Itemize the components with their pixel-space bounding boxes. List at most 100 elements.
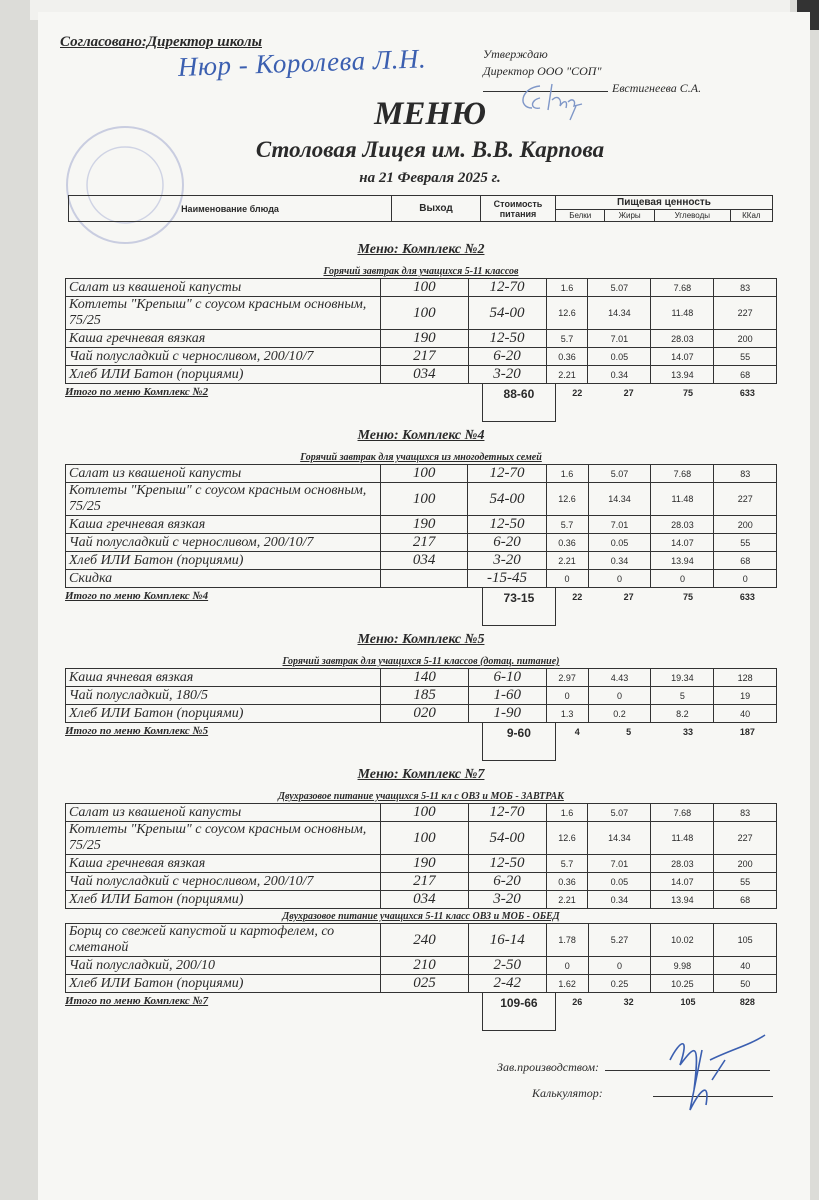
dish-name: Чай полусладкий с черносливом, 200/10/7 xyxy=(64,872,382,891)
dish-fat: 0 xyxy=(587,686,652,705)
dish-protein: 1.78 xyxy=(545,923,589,957)
dish-fat: 0.05 xyxy=(587,872,652,891)
dish-cost: 6-20 xyxy=(467,347,547,366)
dish-output: 190 xyxy=(379,515,469,534)
dish-kcal: 200 xyxy=(713,854,777,873)
dish-carbs: 11.48 xyxy=(650,296,715,330)
dish-kcal: 68 xyxy=(713,365,777,384)
dish-protein: 2.21 xyxy=(545,551,589,570)
agreed-label: Согласовано:Директор школы xyxy=(60,34,262,50)
dish-output: 240 xyxy=(380,923,469,957)
section-title: Меню: Комплекс №7 xyxy=(357,767,485,782)
dish-carbs: 7.68 xyxy=(650,464,715,483)
dish-output: 217 xyxy=(379,533,469,552)
dish-kcal: 227 xyxy=(713,482,777,516)
dish-kcal: 68 xyxy=(713,551,777,570)
dish-name: Чай полусладкий с черносливом, 200/10/7 xyxy=(65,533,381,552)
dish-fat: 14.34 xyxy=(587,482,652,516)
dish-protein: 1.6 xyxy=(545,278,589,297)
dish-protein: 1.6 xyxy=(545,464,589,483)
dish-protein: 0 xyxy=(545,956,589,975)
total-protein: 4 xyxy=(574,727,580,737)
dish-kcal: 105 xyxy=(713,923,777,957)
dish-name: Хлеб ИЛИ Батон (порциями) xyxy=(65,551,381,570)
canteen-name: Столовая Лицея им. В.В. Карпова xyxy=(255,137,605,162)
dish-carbs: 5 xyxy=(650,686,715,705)
dish-carbs: 11.48 xyxy=(650,821,715,855)
dish-output: 100 xyxy=(379,482,469,516)
dish-kcal: 83 xyxy=(713,464,777,483)
approval-block: Утверждаю Директор ООО "СОП" Евстигнеева… xyxy=(483,46,701,97)
dish-kcal: 68 xyxy=(713,890,777,909)
dish-protein: 12.6 xyxy=(545,296,589,330)
table-row: Салат из квашеной капусты 100 12-70 1.6 5.07… xyxy=(64,803,777,822)
total-label: Итого по меню Комплекс №4 xyxy=(65,590,209,602)
dish-carbs: 7.68 xyxy=(650,278,715,297)
dish-output: 034 xyxy=(379,551,469,570)
dish-output: 100 xyxy=(380,296,469,330)
dish-fat: 0.05 xyxy=(587,347,652,366)
dish-name: Салат из квашеной капусты xyxy=(65,464,381,483)
dish-name: Скидка xyxy=(65,569,381,588)
section-total: Итого по меню Комплекс №5 9-60 4 5 33 187 xyxy=(65,723,777,761)
dish-carbs: 19.34 xyxy=(650,668,715,687)
dish-fat: 0 xyxy=(587,956,652,975)
dish-cost: 12-70 xyxy=(467,803,547,822)
dish-table: Салат из квашеной капусты 100 12-70 1.6 5.07… xyxy=(65,464,777,588)
dish-protein: 2.21 xyxy=(545,365,589,384)
dish-cost: 2-42 xyxy=(467,974,547,993)
dish-table: Салат из квашеной капусты 100 12-70 1.6 5.07… xyxy=(64,803,777,909)
table-row: Чай полусладкий с черносливом, 200/10/7 2… xyxy=(64,347,777,366)
dish-name: Чай полусладкий с черносливом, 200/10/7 xyxy=(64,347,382,366)
table-row: Хлеб ИЛИ Батон (порциями) 034 3-20 2.21 0.34… xyxy=(65,551,777,570)
dish-fat: 0.25 xyxy=(587,974,652,993)
director-company-signature xyxy=(522,83,583,121)
dish-cost: 6-20 xyxy=(467,533,547,552)
dish-protein: 2.97 xyxy=(545,668,589,687)
dish-name: Хлеб ИЛИ Батон (порциями) xyxy=(64,890,382,909)
dish-protein: 0 xyxy=(545,569,589,588)
dish-cost: 54-00 xyxy=(467,821,547,855)
dish-protein: 0.36 xyxy=(545,533,589,552)
col-output: Выход xyxy=(391,195,481,222)
table-row: Котлеты "Крепыш" с соусом красным основн… xyxy=(64,296,777,330)
dish-cost: 1-90 xyxy=(467,704,547,723)
dish-output: 100 xyxy=(380,821,469,855)
dish-output: 100 xyxy=(380,803,469,822)
dish-fat: 7.01 xyxy=(587,329,652,348)
table-row: Скидка -15-45 0 0 0 0 xyxy=(65,569,777,588)
dish-protein: 0.36 xyxy=(545,347,589,366)
dish-kcal: 128 xyxy=(713,668,777,687)
table-row: Каша ячневая вязкая 140 6-10 2.97 4.43 19.34 1… xyxy=(64,668,777,687)
col-name: Наименование блюда xyxy=(68,195,392,222)
dish-fat: 4.43 xyxy=(587,668,652,687)
table-row: Чай полусладкий, 200/10 210 2-50 0 0 9.98 40 xyxy=(64,956,777,975)
dish-output xyxy=(379,569,469,588)
col-nutrition: Пищевая ценность xyxy=(555,195,773,210)
total-kcal: 633 xyxy=(739,592,755,602)
col-protein: Белки xyxy=(554,209,606,222)
dish-name: Котлеты "Крепыш" с соусом красным основн… xyxy=(64,296,382,330)
dish-output: 217 xyxy=(380,347,469,366)
dish-carbs: 13.94 xyxy=(650,551,715,570)
dish-cost: 54-00 xyxy=(467,482,547,516)
dish-fat: 5.27 xyxy=(587,923,652,957)
group-subtitle: Двухразовое питание учащихся 5-11 кл с О… xyxy=(278,791,564,802)
section-total: Итого по меню Комплекс №7 109-66 26 32 105 82… xyxy=(65,993,777,1031)
dish-kcal: 200 xyxy=(713,329,777,348)
dish-kcal: 40 xyxy=(713,956,777,975)
dish-protein: 0 xyxy=(545,686,589,705)
dish-name: Хлеб ИЛИ Батон (порциями) xyxy=(64,365,382,384)
dish-kcal: 83 xyxy=(713,278,777,297)
dish-carbs: 9.98 xyxy=(650,956,715,975)
dish-name: Хлеб ИЛИ Батон (порциями) xyxy=(64,704,382,723)
dish-kcal: 19 xyxy=(713,686,777,705)
dish-protein: 5.7 xyxy=(545,515,589,534)
dish-cost: 12-50 xyxy=(467,854,547,873)
menu-section: Меню: Комплекс №5 Горячий завтрак для уча… xyxy=(64,632,777,761)
dish-fat: 0.34 xyxy=(587,551,652,570)
dish-output: 034 xyxy=(380,365,469,384)
dish-fat: 0 xyxy=(587,569,652,588)
table-row: Чай полусладкий с черносливом, 200/10/7 2… xyxy=(64,872,777,891)
dish-output: 100 xyxy=(379,464,469,483)
